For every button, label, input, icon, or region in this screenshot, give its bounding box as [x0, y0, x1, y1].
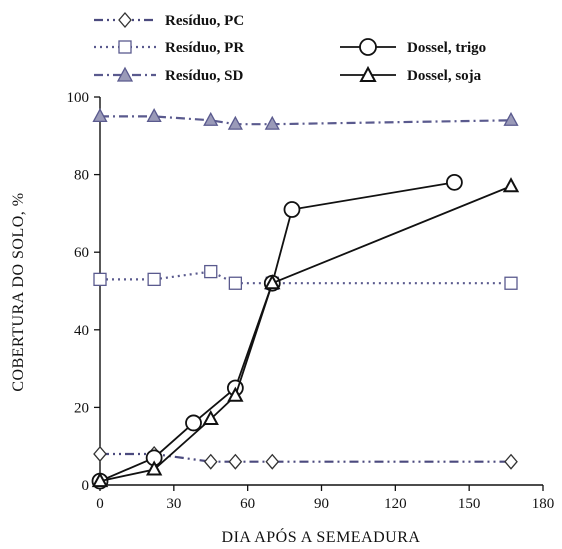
series-line-soja	[99, 185, 512, 482]
x-tick-label: 60	[240, 496, 255, 512]
y-tick-label: 100	[67, 90, 90, 106]
data-point-trigo	[283, 201, 301, 218]
series-sd	[92, 108, 519, 130]
series-soja	[91, 177, 520, 488]
legend-marker-triangle	[116, 66, 134, 82]
data-point-trigo	[445, 173, 463, 191]
data-point-pr	[504, 276, 518, 290]
y-tick-label: 0	[82, 478, 90, 494]
data-point-sd	[92, 108, 108, 123]
series-line-sd	[100, 115, 512, 126]
x-tick-label: 120	[384, 496, 407, 512]
y-tick-label: 20	[74, 400, 89, 416]
data-point-sd	[227, 115, 243, 130]
data-point-soja	[202, 409, 219, 426]
series-line-pc	[100, 452, 511, 463]
data-point-pc	[504, 453, 518, 470]
data-point-sd	[203, 111, 219, 126]
legend-marker-diamond	[118, 12, 132, 28]
legend-entry-dossel-trigo: Dossel, trigo	[340, 38, 486, 56]
x-axis-title: DIA APÓS A SEMEADURA	[222, 527, 421, 546]
series-layer	[91, 108, 520, 490]
data-point-soja	[227, 386, 244, 402]
data-point-pc	[93, 445, 107, 462]
data-point-soja	[145, 460, 163, 476]
y-axis-title: COBERTURA DO SOLO, %	[10, 192, 27, 391]
legend-label-dossel-soja: Dossel, soja	[407, 68, 482, 84]
y-tick-label: 40	[74, 323, 89, 339]
y-tick-label: 60	[74, 245, 89, 261]
x-tick-label: 90	[314, 496, 329, 512]
legend: Resíduo, PC Resíduo, PR Resíduo, SD Doss…	[94, 12, 486, 84]
data-point-pr	[204, 264, 218, 279]
legend-label-residuo-sd: Resíduo, SD	[165, 68, 244, 84]
x-tick-label: 0	[96, 496, 104, 512]
data-point-soja	[502, 177, 520, 193]
legend-entry-residuo-pr: Resíduo, PR	[94, 40, 244, 56]
legend-entry-residuo-sd: Resíduo, SD	[94, 66, 244, 84]
x-tick-label: 150	[458, 496, 481, 512]
data-point-sd	[503, 111, 519, 126]
data-point-pc	[265, 453, 280, 470]
legend-label-residuo-pr: Resíduo, PR	[165, 40, 244, 56]
data-point-pr	[93, 272, 107, 287]
series-trigo	[91, 173, 463, 490]
x-tick-label: 30	[166, 496, 181, 512]
data-point-soja	[264, 274, 281, 290]
data-point-trigo	[185, 414, 202, 432]
data-point-pc	[203, 453, 218, 470]
x-tick-label: 180	[532, 496, 555, 512]
axes: 0 30 60 90 120 150 180 0 20 40 60 80 100	[67, 90, 555, 512]
legend-label-residuo-pc: Resíduo, PC	[165, 13, 244, 29]
data-point-pr	[228, 276, 243, 290]
legend-marker-circle	[359, 38, 377, 56]
legend-marker-triangle-dark	[359, 65, 377, 82]
legend-entry-dossel-soja: Dossel, soja	[340, 65, 482, 84]
series-line-pr	[100, 270, 511, 285]
legend-marker-square	[118, 40, 132, 54]
data-point-soja	[91, 472, 109, 488]
legend-entry-residuo-pc: Resíduo, PC	[94, 12, 244, 29]
data-point-sd	[264, 115, 280, 130]
y-tick-label: 80	[74, 168, 89, 184]
series-line-trigo	[99, 181, 455, 482]
data-point-pc	[228, 453, 243, 470]
legend-label-dossel-trigo: Dossel, trigo	[407, 40, 486, 56]
data-point-sd	[146, 108, 162, 123]
data-point-pr	[147, 272, 161, 287]
